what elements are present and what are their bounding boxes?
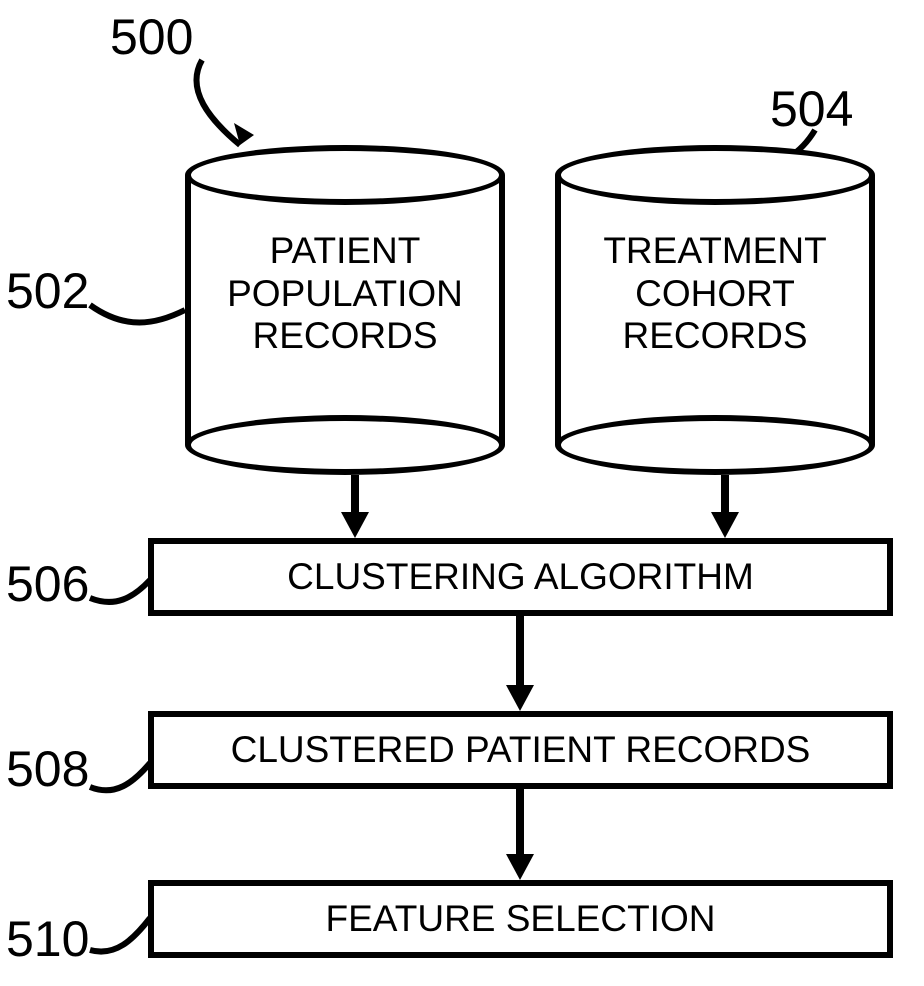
arrow-cyl-left-to-algo xyxy=(341,475,369,538)
refnum-508: 508 xyxy=(6,740,89,798)
refnum-506: 506 xyxy=(6,555,89,613)
box-feat-text: FEATURE SELECTION xyxy=(326,898,716,940)
refnum-510: 510 xyxy=(6,910,89,968)
cyl-left-line1: PATIENT xyxy=(185,230,505,273)
node-clustered-patient-records: CLUSTERED PATIENT RECORDS xyxy=(148,711,893,789)
box-clust-text: CLUSTERED PATIENT RECORDS xyxy=(231,729,811,771)
arrow-clust-to-feat xyxy=(506,789,534,880)
leader-500 xyxy=(140,55,260,155)
node-patient-population-records: PATIENT POPULATION RECORDS xyxy=(185,145,505,475)
node-treatment-cohort-records: TREATMENT COHORT RECORDS xyxy=(555,145,875,475)
node-feature-selection: FEATURE SELECTION xyxy=(148,880,893,958)
refnum-502: 502 xyxy=(6,262,89,320)
cyl-right-line2: COHORT xyxy=(555,273,875,316)
cyl-right-line3: RECORDS xyxy=(555,315,875,358)
cyl-left-line2: POPULATION xyxy=(185,273,505,316)
arrow-cyl-right-to-algo xyxy=(711,475,739,538)
cyl-left-line3: RECORDS xyxy=(185,315,505,358)
box-algo-text: CLUSTERING ALGORITHM xyxy=(287,556,754,598)
leader-502 xyxy=(85,280,195,340)
node-clustering-algorithm: CLUSTERING ALGORITHM xyxy=(148,538,893,616)
cyl-right-line1: TREATMENT xyxy=(555,230,875,273)
arrow-algo-to-clust xyxy=(506,616,534,711)
